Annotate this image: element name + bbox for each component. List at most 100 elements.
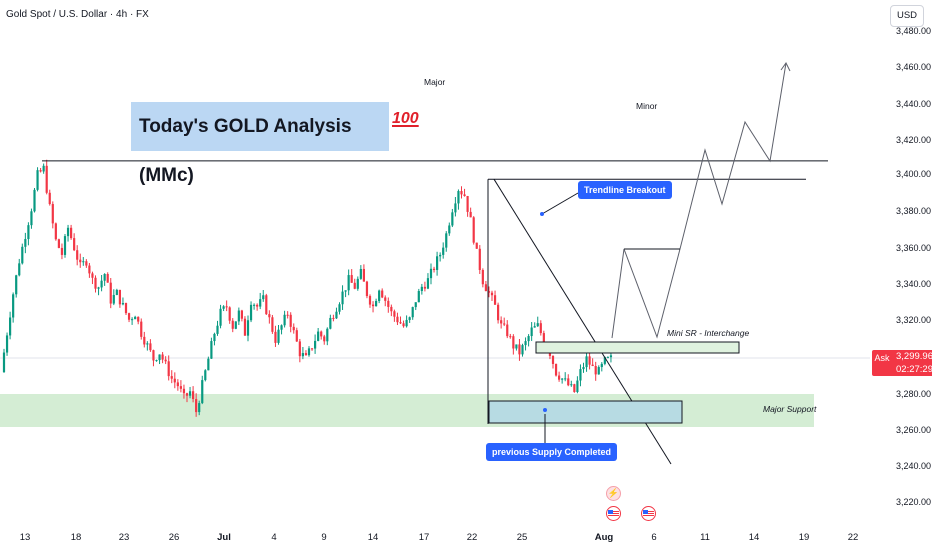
- price-tick-label: 3,340.00: [896, 279, 932, 289]
- candle-body: [350, 275, 353, 283]
- candle: [414, 302, 417, 311]
- previous-supply-callout[interactable]: previous Supply Completed: [486, 443, 618, 461]
- candle-body: [451, 212, 454, 226]
- candle: [131, 317, 134, 325]
- candle: [100, 274, 103, 292]
- candle: [527, 334, 530, 347]
- candle-body: [347, 275, 350, 291]
- candle-body: [225, 306, 228, 308]
- candle-body: [500, 320, 503, 324]
- candle-body: [463, 194, 466, 197]
- candle-body: [5, 335, 9, 353]
- candle-body: [271, 317, 274, 332]
- candle: [393, 309, 396, 322]
- mini-sr-zone: [535, 341, 740, 354]
- time-tick-label: 14: [367, 532, 379, 543]
- candle: [402, 320, 405, 328]
- candle: [185, 392, 189, 403]
- candle-body: [91, 273, 94, 278]
- candle: [188, 386, 192, 399]
- candle-body: [149, 343, 152, 351]
- candle: [576, 376, 579, 394]
- candle: [301, 346, 304, 360]
- us-flag-event-icon[interactable]: [606, 506, 621, 521]
- candle: [521, 343, 524, 357]
- candle-body: [591, 364, 594, 367]
- candle-body: [423, 286, 426, 289]
- candle: [167, 355, 170, 381]
- candle-body: [176, 382, 179, 387]
- price-tick-label: 3,320.00: [896, 315, 932, 325]
- candle: [57, 238, 60, 249]
- candle: [417, 288, 420, 303]
- candle: [24, 232, 27, 254]
- price-tick-label: 3,220.00: [896, 497, 932, 507]
- candle: [33, 188, 36, 213]
- candle-body: [213, 333, 216, 342]
- candle-body: [527, 336, 530, 342]
- candle-body: [66, 227, 70, 237]
- analysis-title[interactable]: Today's GOLD Analysis (MMc): [131, 102, 389, 186]
- candle-body: [60, 247, 64, 255]
- candle-body: [18, 263, 21, 276]
- candle: [79, 253, 82, 268]
- time-tick-label: 9: [321, 532, 327, 543]
- candle-body: [185, 393, 189, 396]
- us-flag-event-icon[interactable]: [641, 506, 656, 521]
- time-tick-label: 11: [700, 532, 710, 543]
- candle: [420, 283, 423, 295]
- projection-arrowhead: [780, 62, 791, 72]
- candle-body: [554, 363, 558, 376]
- candle: [204, 369, 207, 382]
- candle: [448, 222, 451, 236]
- candle-body: [15, 275, 18, 295]
- candle-body: [240, 310, 243, 319]
- candle: [436, 251, 439, 276]
- candle: [249, 301, 253, 323]
- candle-body: [384, 297, 387, 301]
- candle-body: [466, 196, 469, 212]
- candle: [213, 332, 216, 346]
- candle-body: [118, 289, 121, 305]
- candle-body: [594, 366, 597, 375]
- candle: [539, 320, 542, 336]
- trendline-breakout-callout[interactable]: Trendline Breakout: [578, 181, 672, 199]
- candle-body: [338, 304, 341, 312]
- candle: [396, 312, 399, 326]
- candle: [91, 271, 94, 285]
- candle-body: [280, 325, 283, 330]
- candle: [48, 189, 51, 206]
- candle: [158, 354, 161, 365]
- candle-body: [262, 295, 265, 300]
- candle: [225, 300, 228, 312]
- candle-body: [143, 336, 146, 345]
- candle-body: [573, 384, 576, 392]
- candle: [286, 311, 289, 319]
- candle-body: [484, 284, 487, 292]
- candle: [600, 362, 603, 372]
- candle-body: [521, 345, 524, 355]
- candle-body: [353, 282, 356, 289]
- price-tick-label: 3,240.00: [896, 461, 932, 471]
- candle: [439, 252, 442, 262]
- candle: [460, 186, 463, 199]
- lightning-event-icon[interactable]: ⚡: [606, 486, 621, 501]
- candle: [487, 286, 491, 298]
- candle: [314, 334, 317, 354]
- candle: [73, 233, 76, 252]
- candle-body: [518, 344, 521, 355]
- candle-body: [146, 343, 149, 345]
- candle-body: [567, 378, 570, 386]
- candle: [228, 306, 231, 324]
- candle: [384, 295, 387, 307]
- candle: [216, 320, 219, 336]
- candle-body: [134, 316, 137, 320]
- candle-body: [307, 348, 311, 356]
- currency-button[interactable]: USD: [890, 5, 924, 27]
- candle-body: [121, 303, 125, 305]
- major-support-zone: [0, 394, 814, 427]
- candle-body: [551, 355, 555, 364]
- candle-body: [579, 369, 582, 381]
- candle: [463, 188, 466, 197]
